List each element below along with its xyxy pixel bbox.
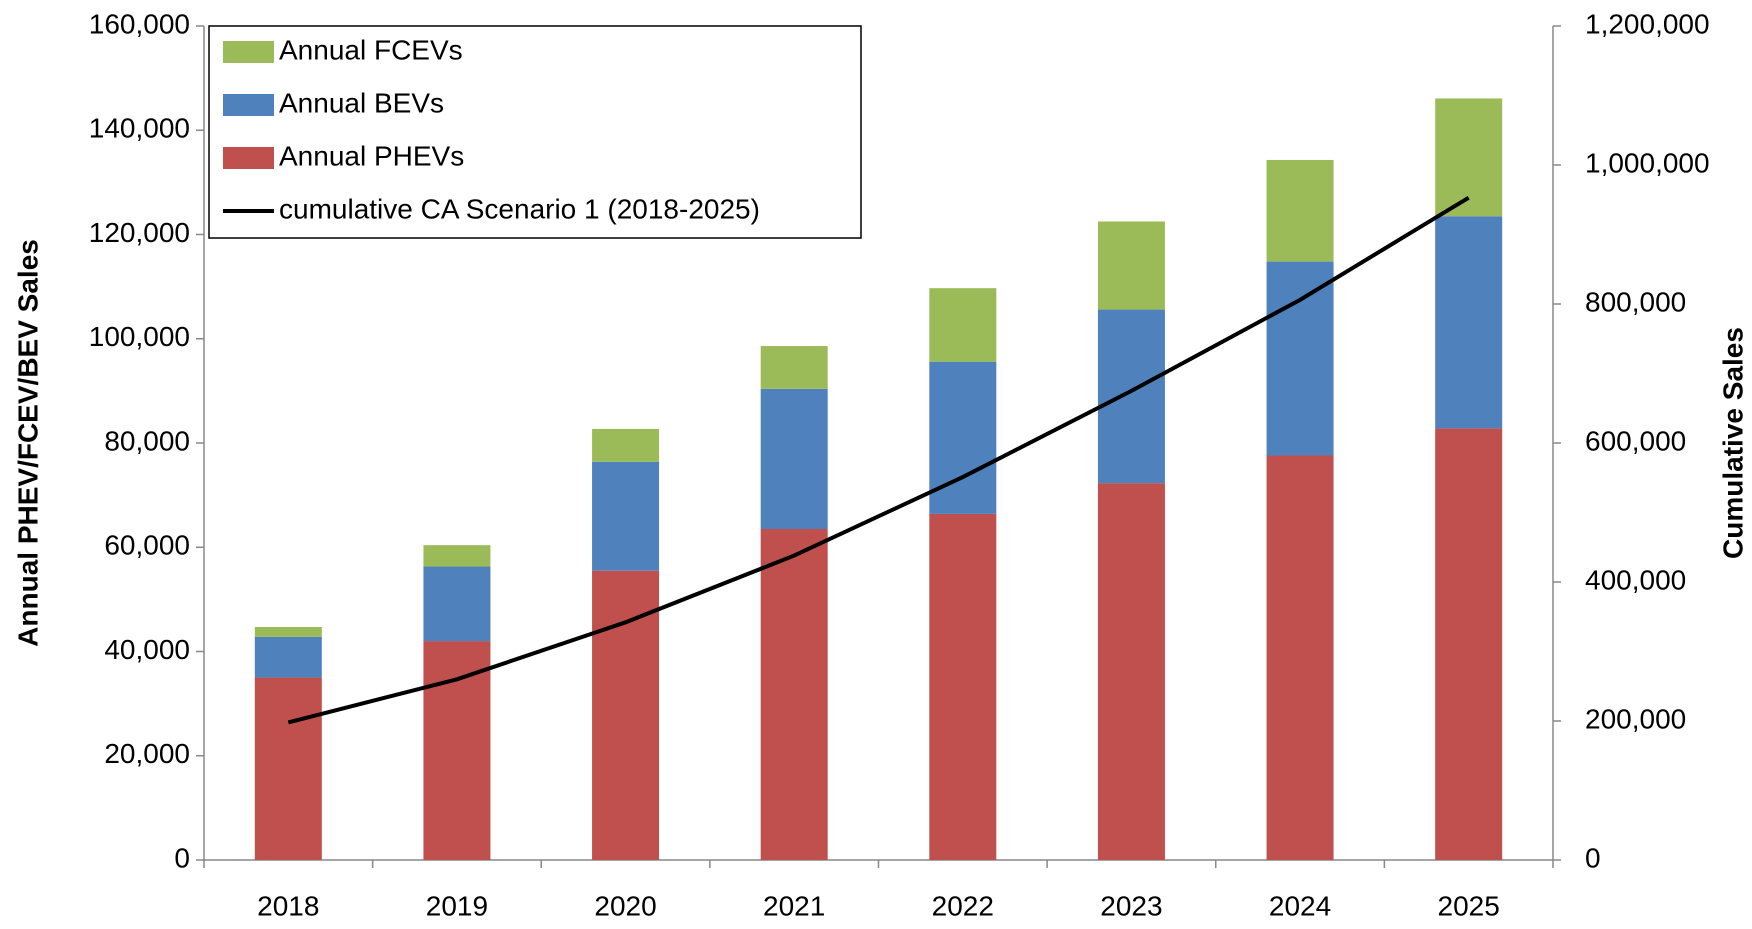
bar-segment	[423, 641, 491, 860]
y-tick-label: 60,000	[104, 530, 190, 561]
y2-tick-label: 400,000	[1585, 564, 1686, 595]
legend-label: Annual PHEVs	[279, 140, 464, 171]
bar-segment	[1435, 428, 1503, 860]
legend-label: Annual FCEVs	[279, 34, 463, 65]
bar-segment	[254, 677, 322, 860]
y2-tick-label: 800,000	[1585, 286, 1686, 317]
x-tick-label: 2021	[763, 890, 825, 921]
y2-axis-title: Cumulative Sales	[1717, 327, 1748, 559]
bar-segment	[760, 388, 828, 530]
x-tick-label: 2018	[257, 890, 319, 921]
bar-segment	[760, 346, 828, 389]
bar-segment	[592, 428, 660, 462]
y2-tick-label: 200,000	[1585, 703, 1686, 734]
y2-tick-label: 0	[1585, 842, 1601, 873]
y2-tick-label: 1,200,000	[1585, 8, 1710, 39]
legend-label: cumulative CA Scenario 1 (2018-2025)	[279, 193, 760, 224]
y-axis-title: Annual PHEV/FCEV/BEV Sales	[12, 239, 43, 647]
y-tick-label: 120,000	[89, 217, 190, 248]
bar-segment	[929, 288, 997, 362]
y-tick-label: 80,000	[104, 425, 190, 456]
bar-segment	[423, 545, 491, 567]
y-tick-label: 20,000	[104, 738, 190, 769]
x-tick-label: 2025	[1438, 890, 1500, 921]
y-tick-label: 140,000	[89, 113, 190, 144]
bar-segment	[929, 513, 997, 860]
y2-tick-label: 1,000,000	[1585, 147, 1710, 178]
legend-box	[208, 25, 862, 239]
y-tick-label: 40,000	[104, 634, 190, 665]
bar-segment	[1097, 221, 1165, 310]
x-tick-label: 2022	[932, 890, 994, 921]
legend-swatch	[223, 147, 274, 169]
bar-segment	[1266, 455, 1334, 860]
bar-segment	[1097, 309, 1165, 484]
x-tick-label: 2019	[426, 890, 488, 921]
y-tick-label: 0	[174, 842, 190, 873]
y2-tick-label: 600,000	[1585, 425, 1686, 456]
bar-segment	[1435, 98, 1503, 217]
bar-segment	[423, 566, 491, 642]
bar-segment	[1266, 261, 1334, 456]
bar-segment	[929, 361, 997, 514]
y-tick-label: 100,000	[89, 321, 190, 352]
bar-segment	[760, 529, 828, 860]
bar-segment	[254, 636, 322, 678]
x-tick-label: 2020	[594, 890, 656, 921]
bar-segment	[592, 570, 660, 860]
legend-label: Annual BEVs	[279, 87, 444, 118]
legend-swatch	[223, 41, 274, 63]
line-series	[287, 195, 1470, 725]
bar-segment	[592, 461, 660, 571]
bar-segment	[1097, 483, 1165, 860]
y-tick-label: 160,000	[89, 8, 190, 39]
legend-swatch	[223, 94, 274, 116]
bar-segment	[1435, 216, 1503, 429]
x-tick-label: 2024	[1269, 890, 1331, 921]
bar-segment	[254, 627, 322, 637]
x-tick-label: 2023	[1100, 890, 1162, 921]
bar-segment	[1266, 159, 1334, 262]
